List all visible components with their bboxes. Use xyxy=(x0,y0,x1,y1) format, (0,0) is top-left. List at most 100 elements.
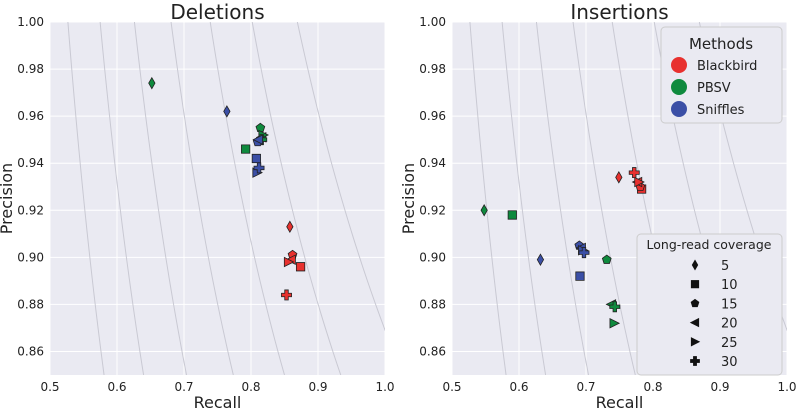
x-tick-label: 0.5 xyxy=(442,380,461,394)
x-tick-label: 0.9 xyxy=(308,380,327,394)
legend-frame xyxy=(636,233,783,376)
plot-area xyxy=(50,22,385,375)
legend-label: Sniffles xyxy=(697,103,745,118)
legend-marker-triangle-right xyxy=(690,337,701,347)
y-tick-label: 1.00 xyxy=(17,15,44,29)
f-score-curve xyxy=(209,22,285,375)
x-tick-label: 0.5 xyxy=(40,380,59,394)
x-tick-label: 0.7 xyxy=(576,380,595,394)
f-score-curve xyxy=(469,22,507,375)
x-tick-label: 1.0 xyxy=(777,380,796,394)
legend-label: PBSV xyxy=(697,81,731,96)
legend-frame xyxy=(660,26,783,124)
f-score-curves xyxy=(67,22,385,375)
legend-swatch-blackbird xyxy=(671,57,687,73)
y-tick-label: 1.00 xyxy=(419,15,446,29)
legend-label: 5 xyxy=(721,259,729,274)
series-sniffles xyxy=(223,105,265,178)
f-score-curve xyxy=(133,22,188,375)
x-tick-label: 1.0 xyxy=(375,380,394,394)
f-score-curve xyxy=(572,22,636,375)
x-axis-label: Recall xyxy=(596,393,644,412)
x-axis-label: Recall xyxy=(194,393,242,412)
chart-title: Deletions xyxy=(170,0,264,24)
f-score-curve xyxy=(535,22,590,375)
data-point-sniffles-plus xyxy=(578,247,590,259)
legend-label: Blackbird xyxy=(697,59,757,74)
f-score-curve xyxy=(251,22,342,375)
data-point-sniffles-square xyxy=(575,271,585,281)
legend-marker-plus xyxy=(690,356,700,366)
f-score-curve xyxy=(67,22,105,375)
x-tick-label: 0.8 xyxy=(643,380,662,394)
legend-label: 15 xyxy=(721,297,738,312)
series-sniffles xyxy=(536,240,590,281)
y-tick-label: 0.86 xyxy=(17,344,44,358)
f-score-curve xyxy=(99,22,145,375)
f-score-curve xyxy=(501,22,547,375)
data-point-pbsv-triangle-right xyxy=(609,317,621,329)
series-pbsv xyxy=(480,204,621,329)
legend-swatch-sniffles xyxy=(671,101,687,117)
data-point-blackbird-triangle-right xyxy=(283,256,295,268)
y-tick-label: 0.90 xyxy=(419,250,446,264)
legend-marker-pentagon xyxy=(690,298,700,308)
legend-marker-square xyxy=(690,280,700,289)
panel-insertions: 0.5 0.6 0.7 0.8 0.9 1.0 0.86 0.88 0.90 0.92 0.94 0.… xyxy=(399,0,797,412)
series-blackbird xyxy=(615,167,647,194)
x-tick-label: 0.6 xyxy=(509,380,528,394)
data-point-pbsv-pentagon xyxy=(601,254,612,264)
legend-methods: Methods Blackbird PBSV Sniffles xyxy=(660,26,783,124)
data-point-blackbird-plus xyxy=(281,289,292,301)
y-tick-label: 0.92 xyxy=(419,203,446,217)
f-score-curve xyxy=(170,22,234,375)
legend-label: 30 xyxy=(721,355,738,370)
y-tick-label: 0.96 xyxy=(419,109,446,123)
data-point-pbsv-diamond xyxy=(148,76,156,90)
f-score-curve xyxy=(296,22,385,332)
y-tick-label: 0.92 xyxy=(17,203,44,217)
legend-label: 20 xyxy=(721,317,738,332)
legend-title: Long-read coverage xyxy=(647,237,772,252)
data-point-blackbird-diamond xyxy=(286,220,294,234)
y-tick-label: 0.98 xyxy=(17,62,44,76)
y-tick-label: 0.98 xyxy=(419,62,446,76)
x-tick-label: 0.6 xyxy=(107,380,126,394)
series-blackbird xyxy=(281,220,306,301)
legend-label: 10 xyxy=(721,278,738,293)
data-point-pbsv-plus xyxy=(609,301,621,313)
legend-marker-diamond xyxy=(691,259,699,271)
legend-label: 25 xyxy=(721,336,738,351)
y-axis-label: Precision xyxy=(399,163,418,234)
data-point-blackbird-square xyxy=(295,262,306,272)
data-point-blackbird-triangle-right xyxy=(634,176,645,188)
y-tick-label: 0.88 xyxy=(419,297,446,311)
data-point-pbsv-square xyxy=(507,210,517,220)
y-tick-label: 0.86 xyxy=(419,344,446,358)
data-point-sniffles-diamond xyxy=(536,253,545,266)
legend-marker-triangle-left xyxy=(689,317,700,328)
data-point-pbsv-diamond xyxy=(480,204,488,217)
data-point-sniffles-plus xyxy=(253,162,265,174)
x-tick-label: 0.7 xyxy=(174,380,193,394)
y-tick-label: 0.94 xyxy=(17,156,44,170)
y-axis-label: Precision xyxy=(0,163,16,234)
legend-coverage: Long-read coverage 5 10 15 20 25 30 xyxy=(636,233,783,376)
x-tick-label: 0.9 xyxy=(710,380,729,394)
y-tick-label: 0.90 xyxy=(17,250,44,264)
y-tick-label: 0.88 xyxy=(17,297,44,311)
data-point-blackbird-plus xyxy=(628,167,640,179)
data-point-pbsv-square xyxy=(241,144,251,154)
data-point-sniffles-diamond xyxy=(223,105,231,118)
chart-title: Insertions xyxy=(570,0,668,24)
data-point-sniffles-square xyxy=(251,153,261,164)
data-point-blackbird-diamond xyxy=(615,171,623,184)
y-tick-label: 0.96 xyxy=(17,109,44,123)
x-tick-label: 0.8 xyxy=(241,380,260,394)
legend-title: Methods xyxy=(689,35,753,53)
legend-swatch-pbsv xyxy=(671,79,687,95)
panel-deletions: 0.5 0.6 0.7 0.8 0.9 1.0 0.86 0.88 0.90 0.92 0.94 0.… xyxy=(0,0,395,412)
y-tick-label: 0.94 xyxy=(419,156,446,170)
data-point-sniffles-triangle-left xyxy=(252,134,263,145)
